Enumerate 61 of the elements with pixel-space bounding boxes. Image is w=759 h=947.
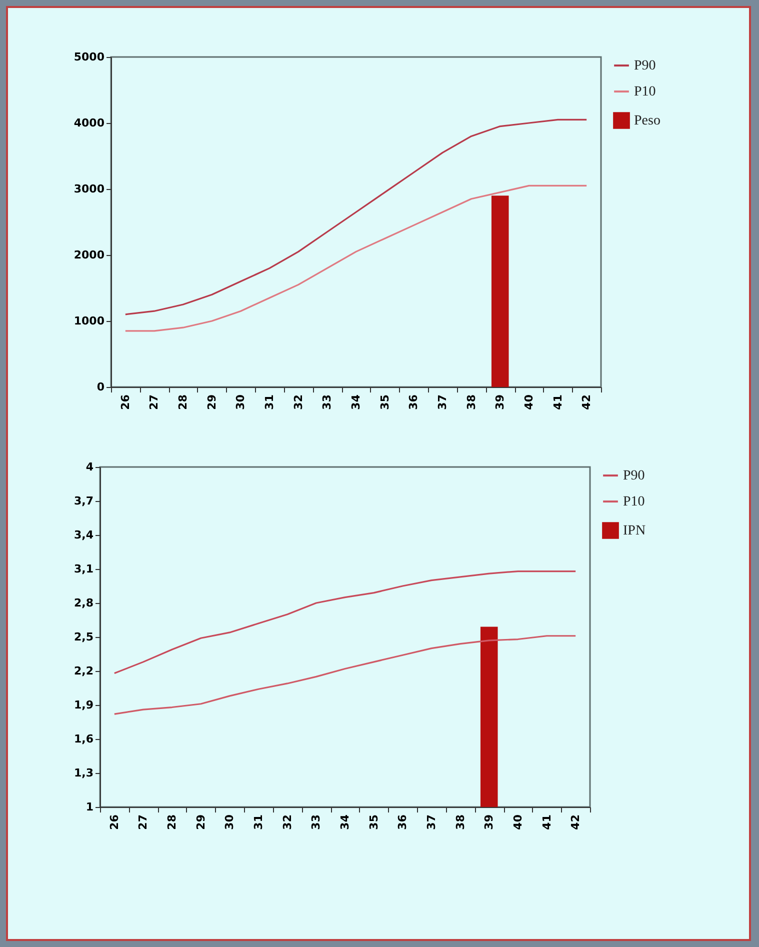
x-tick-label: 42 [569,814,582,830]
x-tick-label: 27 [148,394,161,410]
y-tick-label: 1,9 [74,698,94,712]
legend-label: IPN [623,524,646,538]
x-tick-label: 37 [424,814,438,830]
legend-label: P10 [623,494,645,510]
x-tick-label: 36 [396,814,410,830]
x-tick-label: 42 [580,394,594,410]
y-tick-label: 1,3 [74,766,94,780]
line-series [124,184,588,332]
y-tick-label: 4 [86,460,94,474]
y-tick-label: 2,2 [74,664,94,678]
x-tick-label: 28 [166,814,179,830]
x-tick-label: 35 [378,394,392,410]
y-tick-label: 4000 [74,116,105,130]
y-tick-label: 2,8 [74,596,94,610]
x-tick-label: 29 [205,394,218,410]
y-tick-label: 0 [96,380,105,394]
x-tick-label: 41 [540,814,554,830]
y-tick-label: 3,7 [74,494,94,508]
legend-label: P90 [634,58,656,74]
x-tick-label: 36 [407,394,420,410]
line-series [124,118,588,316]
line-series [114,570,576,674]
x-tick-label: 34 [350,394,362,410]
x-tick-label: 33 [320,394,334,410]
x-tick-label: 30 [223,814,236,830]
x-tick-label: 28 [176,394,190,410]
x-tick-label: 26 [108,814,121,830]
legend-label: P10 [634,84,656,100]
x-tick-label: 35 [367,814,380,830]
x-tick-label: 41 [551,394,564,410]
y-tick-label: 3,1 [74,562,94,576]
x-tick-label: 40 [522,394,536,410]
x-tick-label: 29 [194,814,208,830]
x-tick-label: 37 [436,394,449,410]
x-tick-label: 39 [482,814,496,830]
y-tick-label: 3,4 [74,528,94,542]
y-tick-label: 5000 [74,50,105,64]
x-tick-label: 26 [118,394,132,410]
y-tick-label: 1000 [74,314,105,328]
y-tick-label: 2000 [74,248,105,262]
x-tick-label: 27 [136,814,150,830]
line-series [114,635,576,715]
x-tick-label: 32 [280,814,294,830]
legend-label: P90 [623,468,645,484]
x-tick-label: 31 [252,814,266,830]
x-tick-label: 31 [263,394,276,410]
y-tick-label: 1 [86,800,94,814]
x-tick-label: 32 [292,394,305,410]
x-tick-label: 33 [310,814,323,830]
x-tick-label: 30 [234,394,248,410]
y-tick-label: 1,6 [74,732,94,746]
y-tick-label: 3000 [74,182,105,196]
x-tick-label: 39 [494,394,507,410]
legend-label: Peso [634,114,660,128]
y-tick-label: 2,5 [74,630,94,644]
x-tick-label: 38 [464,394,478,410]
x-tick-label: 34 [338,814,352,830]
x-tick-label: 40 [511,814,524,830]
x-tick-label: 38 [454,814,467,830]
